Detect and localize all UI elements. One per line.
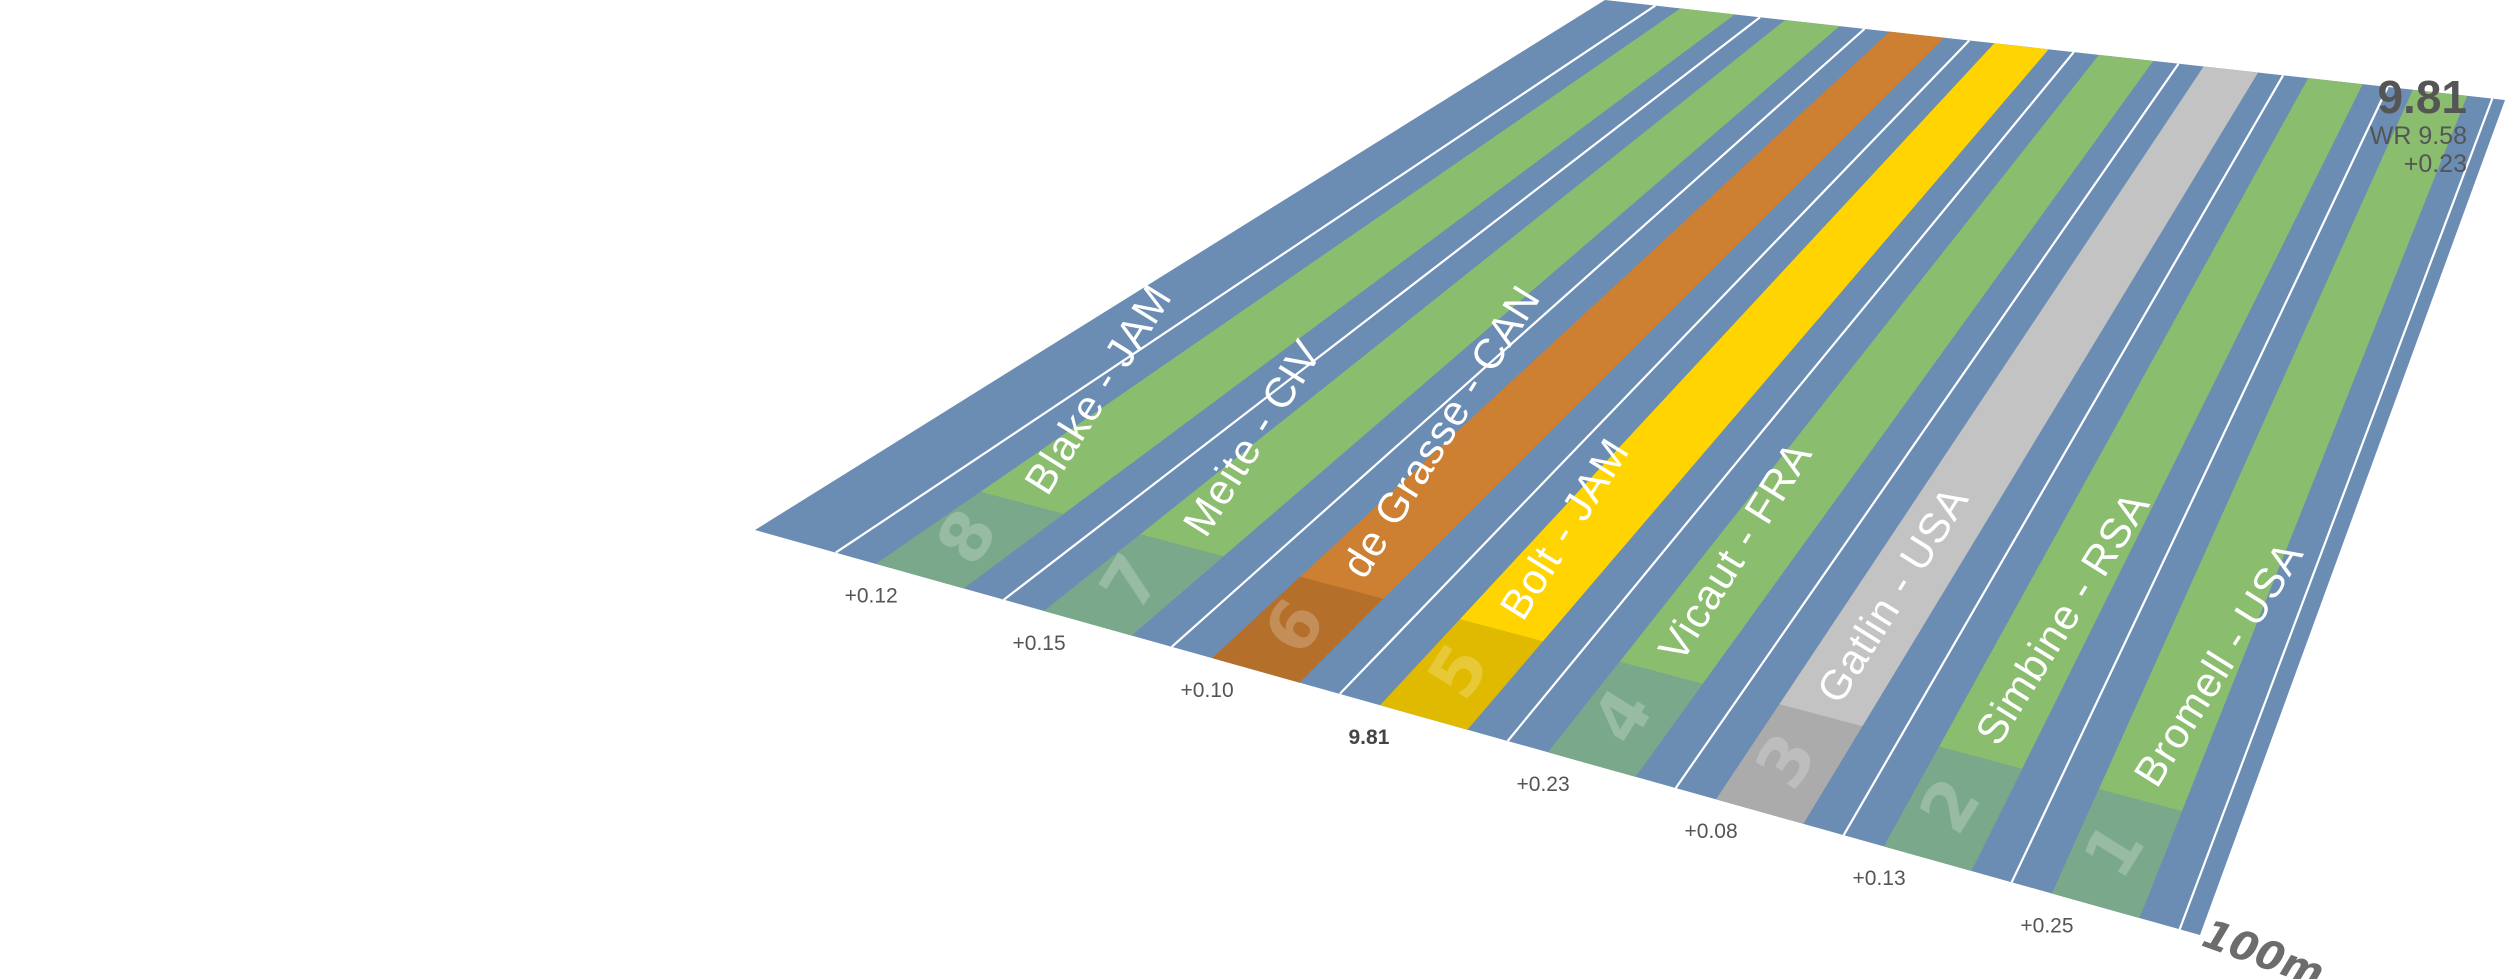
- result-label-8: +0.12: [845, 585, 898, 608]
- lane-lines: [835, 4, 2494, 930]
- start-box-1: [2052, 789, 2182, 918]
- lane-divider-line: [2178, 98, 2494, 930]
- lane-divider-line: [1674, 63, 2180, 789]
- lane-band-7: [1044, 20, 1840, 636]
- lane-band-3: [1716, 66, 2258, 824]
- lane-divider-line: [1171, 27, 1866, 648]
- result-label-3: +0.08: [1685, 820, 1738, 843]
- lane-divider-line: [2010, 86, 2389, 883]
- lane-band-2: [1884, 78, 2363, 871]
- start-box-7: [1044, 534, 1224, 636]
- start-box-6: [1212, 576, 1384, 683]
- start-box-5: [1380, 619, 1543, 730]
- lane-band-8: [876, 8, 1735, 589]
- result-label-5: 9.81: [1349, 726, 1390, 749]
- winning-time: 9.81: [2377, 71, 2467, 123]
- lane-divider-line: [1003, 16, 1761, 601]
- result-label-4: +0.23: [1517, 773, 1570, 796]
- lane-divider-line: [1842, 74, 2285, 836]
- lane-band-6: [1212, 31, 1945, 683]
- lane-band-5: [1380, 43, 2049, 730]
- result-label-2: +0.13: [1853, 867, 1906, 890]
- start-box-4: [1548, 661, 1703, 777]
- start-boxes: [876, 491, 2182, 918]
- finish-distance-label: 100m: [2197, 911, 2330, 979]
- result-label-6: +0.10: [1181, 679, 1234, 702]
- lane-divider-line: [1339, 39, 1970, 695]
- lane-band-1: [2052, 89, 2468, 919]
- lane-bands: [755, 0, 2505, 935]
- result-label-7: +0.15: [1013, 632, 1066, 655]
- lane-divider-line: [835, 4, 1656, 554]
- lane-band-4: [1548, 54, 2154, 777]
- lane-divider-line: [1506, 51, 2075, 742]
- start-box-3: [1716, 704, 1863, 824]
- time-difference: +0.23: [2403, 150, 2467, 178]
- start-box-8: [876, 491, 1064, 589]
- start-box-2: [1884, 746, 2023, 871]
- world-record: WR 9.58: [2369, 122, 2467, 150]
- result-label-1: +0.25: [2020, 914, 2073, 937]
- scoreboard: 9.81 WR 9.58 +0.23: [2370, 72, 2467, 178]
